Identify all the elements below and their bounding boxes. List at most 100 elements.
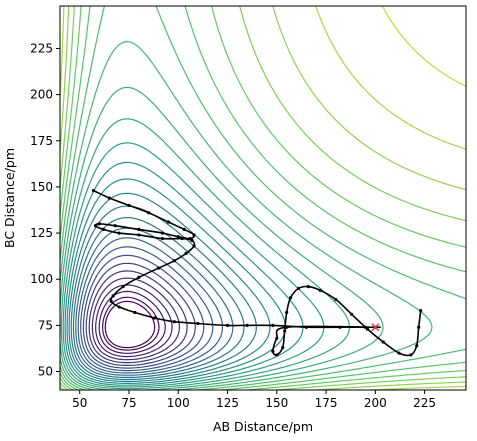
trajectory-point	[350, 312, 354, 316]
y-tick-label: 100	[30, 272, 53, 286]
x-tick-label: 125	[216, 396, 239, 410]
transition-marker	[371, 323, 380, 332]
trajectory-point	[153, 316, 157, 320]
trajectory-point	[111, 294, 115, 298]
trajectory-point	[166, 220, 170, 224]
contour-level	[60, 6, 466, 390]
trajectory-point	[318, 288, 322, 292]
contour-level	[95, 284, 173, 358]
trajectory-point	[113, 224, 117, 228]
trajectory-point	[133, 310, 137, 315]
x-tick-label: 150	[265, 396, 288, 410]
trajectory-point	[117, 305, 121, 309]
trajectory-point	[156, 266, 161, 270]
trajectory-point	[97, 222, 102, 226]
trajectory-point	[417, 325, 421, 329]
y-axis: 50 75 100 125 150 175 200 225	[30, 41, 60, 379]
trajectory-point	[285, 310, 289, 315]
trajectory-point	[93, 224, 98, 228]
contour-level	[66, 178, 286, 384]
y-tick-label: 75	[38, 318, 53, 332]
trajectory-point	[275, 336, 279, 340]
trajectory-point	[419, 309, 423, 313]
x-axis-label: AB Distance/pm	[213, 419, 313, 434]
trajectory-point	[271, 349, 275, 353]
trajectory-point	[306, 285, 310, 289]
trajectory-point	[275, 353, 279, 357]
trajectory-point	[176, 235, 180, 239]
trajectory-point	[285, 325, 289, 329]
trajectory-point	[182, 227, 186, 231]
y-tick-label: 175	[30, 134, 53, 148]
contour-level	[70, 205, 257, 381]
trajectory-point	[172, 320, 176, 324]
trajectory-point	[121, 285, 125, 289]
contour-level	[75, 227, 234, 376]
trajectory-point	[381, 340, 385, 344]
trajectory-point	[225, 323, 230, 327]
x-tick-label: 175	[315, 396, 338, 410]
trajectory-point	[338, 325, 342, 329]
contour-level	[80, 246, 214, 372]
trajectory-point	[245, 323, 249, 327]
contour-level	[60, 41, 433, 390]
y-tick-label: 200	[30, 88, 53, 102]
trajectory-point	[409, 353, 413, 357]
trajectory-point	[137, 227, 141, 231]
contour-level	[77, 237, 223, 374]
trajectory-point	[334, 297, 338, 302]
trajectory-point	[180, 237, 184, 241]
trajectory-point	[91, 189, 96, 193]
trajectory-point	[397, 351, 401, 355]
marker-x-stroke	[371, 323, 380, 332]
trajectory-point	[127, 203, 131, 207]
x-tick-label: 200	[364, 396, 387, 410]
contour-level	[60, 6, 466, 390]
contour-level	[60, 6, 466, 390]
trajectory-point	[160, 231, 165, 235]
contour-level	[60, 86, 384, 390]
trajectory-point	[137, 275, 141, 279]
contour-level	[82, 254, 205, 369]
plot-area	[59, 5, 467, 391]
contour-level	[104, 300, 156, 349]
x-tick-label: 75	[121, 396, 136, 410]
trajectory-point	[101, 227, 105, 231]
trajectory-point	[184, 251, 188, 255]
contour-level	[72, 217, 245, 378]
trajectory-point	[271, 323, 275, 327]
trajectory-point	[283, 329, 287, 333]
x-tick-label: 225	[413, 396, 436, 410]
contour-level	[60, 6, 466, 390]
y-tick-label: 125	[30, 226, 53, 240]
trajectory-point	[109, 299, 113, 303]
trajectory-point	[281, 345, 285, 350]
contour-level	[98, 290, 166, 354]
contour-level	[68, 192, 271, 383]
trajectory-point	[288, 296, 293, 300]
y-tick-label: 150	[30, 180, 53, 194]
y-tick-label: 225	[30, 41, 53, 55]
plot-frame	[59, 5, 467, 391]
contour-level	[62, 142, 325, 388]
trajectory-point	[172, 259, 176, 263]
contour-level	[91, 277, 180, 361]
trajectory-point	[137, 233, 141, 237]
trajectory-point	[415, 344, 419, 348]
trajectory-point	[160, 237, 165, 241]
x-tick-label: 100	[167, 396, 190, 410]
trajectory-point	[192, 233, 196, 237]
contour-level	[64, 161, 304, 386]
y-tick-label: 50	[38, 365, 53, 379]
x-axis: 50 75 100 125 150 175 200 225	[72, 390, 436, 410]
contour-lines	[60, 6, 466, 390]
trajectory-point	[365, 327, 370, 331]
trajectory-point	[190, 238, 194, 243]
contour-level	[102, 296, 160, 351]
trajectory-point	[117, 231, 121, 235]
trajectory-point	[196, 321, 200, 326]
trajectory-point	[147, 211, 151, 215]
trajectory-point	[192, 244, 196, 248]
trajectory-point	[296, 286, 301, 291]
